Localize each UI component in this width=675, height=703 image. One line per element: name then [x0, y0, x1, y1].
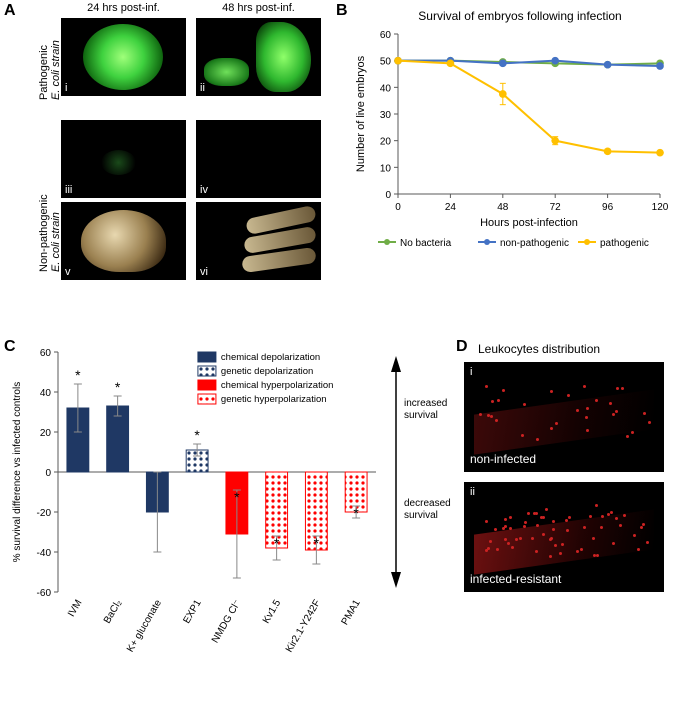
- svg-text:0: 0: [385, 190, 391, 201]
- svg-text:40: 40: [40, 388, 52, 399]
- svg-text:PMA1: PMA1: [340, 598, 363, 627]
- tail-image-ii: ii infected-resistant: [464, 482, 664, 592]
- svg-text:Number of live embryos: Number of live embryos: [355, 55, 367, 172]
- svg-text:decreased: decreased: [404, 498, 451, 509]
- svg-text:IVM: IVM: [66, 598, 84, 619]
- svg-text:% survival difference vs infec: % survival difference vs infected contro…: [12, 382, 23, 562]
- panel-a: 24 hrs post-inf. 48 hrs post-inf. Pathog…: [6, 2, 328, 318]
- roman-vi: vi: [200, 266, 208, 278]
- chart-c: -60 -40 -20 0 20 40 60 % survival difference vs…: [6, 342, 456, 702]
- chart-b: Survival of embryos following infection 0…: [350, 6, 670, 256]
- caption-d-i: non-infected: [470, 452, 536, 466]
- panel-a-col2: 48 hrs post-inf.: [196, 2, 321, 14]
- svg-text:0: 0: [395, 202, 401, 213]
- svg-text:50: 50: [380, 57, 392, 68]
- roman-ii: ii: [200, 82, 205, 94]
- svg-text:*: *: [115, 379, 121, 395]
- svg-text:*: *: [314, 535, 320, 551]
- svg-text:Kv1.5: Kv1.5: [261, 598, 284, 626]
- svg-text:pathogenic: pathogenic: [600, 238, 649, 249]
- svg-text:40: 40: [380, 83, 392, 94]
- svg-text:No bacteria: No bacteria: [400, 238, 452, 249]
- svg-text:Kir2.1-Y242F: Kir2.1-Y242F: [284, 598, 323, 655]
- caption-d-ii: infected-resistant: [470, 572, 561, 586]
- svg-text:Survival of embryos following: Survival of embryos following infection: [418, 9, 621, 23]
- svg-text:*: *: [353, 505, 359, 521]
- svg-text:survival: survival: [404, 410, 438, 421]
- svg-text:NMDG Cl⁻: NMDG Cl⁻: [210, 598, 244, 645]
- svg-text:20: 20: [40, 428, 52, 439]
- svg-text:48: 48: [497, 202, 509, 213]
- panel-d-title: Leukocytes distribution: [478, 342, 600, 356]
- roman-iii: iii: [65, 184, 72, 196]
- svg-text:genetic depolarization: genetic depolarization: [221, 366, 313, 377]
- svg-text:0: 0: [45, 468, 51, 479]
- svg-text:chemical depolarization: chemical depolarization: [221, 352, 320, 363]
- panel-a-row2a: Non-pathogenic: [38, 194, 50, 272]
- svg-text:K+ gluconate: K+ gluconate: [125, 598, 164, 655]
- svg-text:-20: -20: [37, 508, 52, 519]
- svg-text:genetic hyperpolarization: genetic hyperpolarization: [221, 394, 327, 405]
- micrograph-ii: ii: [196, 18, 321, 96]
- svg-text:chemical hyperpolarization: chemical hyperpolarization: [221, 380, 333, 391]
- panel-b-label: B: [336, 2, 348, 20]
- micrograph-iv: iv: [196, 120, 321, 198]
- svg-text:20: 20: [380, 137, 392, 148]
- svg-text:non-pathogenic: non-pathogenic: [500, 238, 569, 249]
- svg-text:*: *: [234, 489, 240, 505]
- svg-text:-40: -40: [37, 548, 52, 559]
- panel-a-col1: 24 hrs post-inf.: [61, 2, 186, 14]
- micrograph-i: i: [61, 18, 186, 96]
- svg-text:120: 120: [652, 202, 669, 213]
- micrograph-v: v: [61, 202, 186, 280]
- panel-d: Leukocytes distribution i non-infected i…: [458, 342, 672, 642]
- micrograph-iii: iii: [61, 120, 186, 198]
- svg-text:BaCl₂: BaCl₂: [102, 598, 124, 626]
- panel-a-row1a: Pathogenic: [38, 45, 50, 100]
- svg-text:30: 30: [380, 110, 392, 121]
- svg-text:60: 60: [380, 30, 392, 41]
- svg-text:*: *: [194, 427, 200, 443]
- roman-v: v: [65, 266, 71, 278]
- roman-i: i: [65, 82, 67, 94]
- svg-text:96: 96: [602, 202, 614, 213]
- svg-text:24: 24: [445, 202, 457, 213]
- svg-text:survival: survival: [404, 510, 438, 521]
- svg-text:increased: increased: [404, 398, 447, 409]
- svg-text:-60: -60: [37, 588, 52, 599]
- svg-text:10: 10: [380, 163, 392, 174]
- svg-text:Hours post-infection: Hours post-infection: [480, 217, 578, 229]
- svg-text:EXP1: EXP1: [181, 598, 204, 626]
- tail-image-i: i non-infected: [464, 362, 664, 472]
- micrograph-vi: vi: [196, 202, 321, 280]
- svg-text:*: *: [75, 367, 81, 383]
- svg-text:*: *: [274, 535, 280, 551]
- svg-text:60: 60: [40, 348, 52, 359]
- svg-text:72: 72: [550, 202, 562, 213]
- roman-iv: iv: [200, 184, 208, 196]
- roman-d-ii: ii: [470, 486, 475, 498]
- roman-d-i: i: [470, 366, 472, 378]
